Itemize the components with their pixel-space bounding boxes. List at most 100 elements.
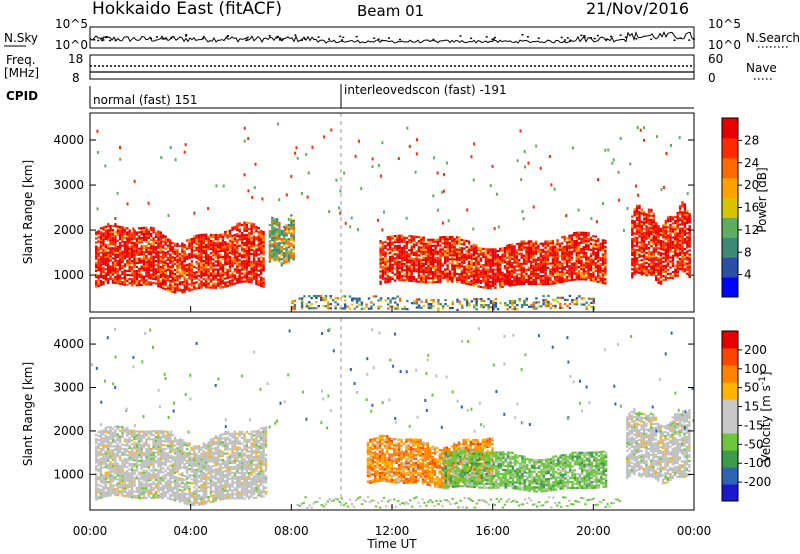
- range-cell: [209, 239, 213, 243]
- range-cell: [99, 279, 103, 283]
- range-cell: [635, 245, 639, 248]
- range-cell: [95, 233, 98, 236]
- range-cell: [400, 236, 404, 239]
- range-cell: [405, 273, 409, 276]
- range-cell: [542, 248, 545, 251]
- range-cell: [631, 250, 634, 253]
- range-cell: [400, 256, 404, 260]
- range-cell: [601, 247, 605, 250]
- range-cell: [238, 236, 241, 239]
- range-cell: [171, 290, 174, 293]
- range-cell: [95, 457, 98, 460]
- range-cell: [503, 257, 507, 260]
- range-cell: [479, 257, 483, 260]
- range-cell: [432, 240, 435, 243]
- range-cell: [142, 253, 146, 256]
- range-cell: [97, 254, 100, 257]
- range-cell: [358, 297, 361, 300]
- range-cell: [686, 256, 689, 259]
- range-cell: [252, 249, 256, 252]
- range-cell: [638, 217, 641, 220]
- range-cell: [436, 276, 440, 280]
- range-cell: [97, 483, 100, 486]
- range-cell: [424, 277, 428, 280]
- range-cell: [147, 267, 150, 270]
- range-cell: [681, 223, 684, 226]
- range-cell: [678, 251, 682, 254]
- range-cell: [491, 248, 495, 251]
- range-cell: [97, 266, 100, 269]
- range-cell: [463, 261, 466, 264]
- range-cell: [403, 265, 406, 268]
- range-cell: [228, 284, 232, 287]
- range-cell: [154, 260, 158, 263]
- noise-search-point: [493, 36, 496, 39]
- range-cell: [425, 300, 428, 303]
- range-cell: [128, 239, 131, 242]
- range-cell: [518, 242, 521, 245]
- range-cell: [396, 240, 399, 243]
- range-cell: [233, 256, 237, 259]
- range-cell: [678, 205, 682, 208]
- range-cell: [255, 226, 258, 229]
- range-cell: [499, 302, 502, 305]
- range-cell: [681, 233, 684, 236]
- range-cell: [444, 238, 447, 241]
- range-cell: [539, 264, 542, 268]
- range-cell: [424, 271, 428, 274]
- range-cell: [585, 252, 588, 255]
- range-cell: [570, 242, 574, 245]
- range-cell: [666, 250, 670, 253]
- range-cell: [601, 281, 605, 284]
- range-cell: [460, 259, 464, 262]
- range-cell: [214, 246, 217, 249]
- range-cell: [458, 266, 461, 270]
- range-cell: [688, 265, 691, 268]
- range-cell: [226, 236, 229, 239]
- range-cell: [200, 264, 203, 267]
- range-cell: [398, 240, 401, 243]
- range-cell: [523, 301, 526, 304]
- range-cell: [107, 259, 110, 262]
- range-cell: [166, 289, 170, 292]
- range-cell: [664, 224, 667, 227]
- range-cell: [496, 270, 499, 273]
- range-cell: [643, 126, 645, 130]
- range-cell: [664, 278, 667, 281]
- range-cell: [487, 250, 490, 253]
- range-cell: [671, 260, 675, 264]
- range-cell: [154, 256, 158, 259]
- range-cell: [138, 231, 141, 234]
- range-cell: [553, 253, 557, 256]
- range-cell: [341, 307, 344, 310]
- range-cell: [659, 262, 663, 265]
- range-cell: [278, 244, 281, 247]
- range-cell: [520, 272, 523, 276]
- range-cell: [410, 257, 413, 260]
- range-cell: [657, 224, 660, 228]
- range-cell: [398, 263, 401, 266]
- range-cell: [592, 253, 595, 256]
- range-cell: [292, 227, 295, 230]
- range-cell: [353, 297, 356, 300]
- range-cell: [657, 267, 660, 270]
- range-cell: [178, 273, 182, 276]
- range-cell: [391, 265, 394, 268]
- range-cell: [527, 246, 530, 249]
- range-cell: [520, 274, 523, 278]
- range-cell: [558, 277, 562, 280]
- range-cell: [439, 258, 442, 261]
- range-cell: [260, 262, 263, 265]
- range-cell: [260, 242, 263, 245]
- range-cell: [688, 275, 691, 278]
- range-cell: [558, 279, 562, 282]
- range-cell: [176, 287, 179, 290]
- range-cell: [181, 262, 184, 265]
- range-cell: [594, 255, 597, 258]
- range-cell: [164, 288, 167, 291]
- range-cell: [102, 480, 105, 483]
- range-cell: [128, 253, 131, 256]
- range-cell: [429, 252, 432, 256]
- range-cell: [510, 261, 514, 265]
- range-cell: [169, 273, 172, 276]
